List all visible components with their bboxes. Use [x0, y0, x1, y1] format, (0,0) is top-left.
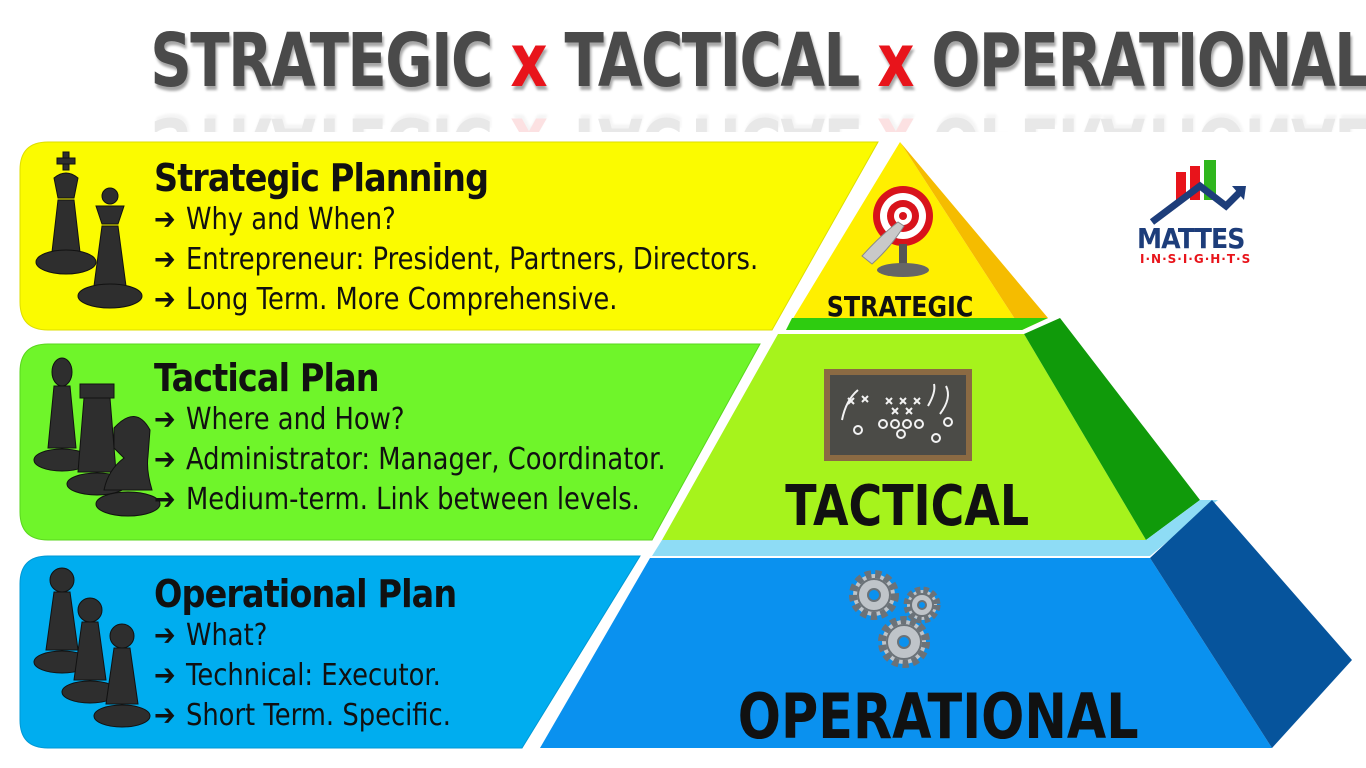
chess-pawns-icon — [33, 567, 151, 728]
arrow-right-icon: ➔ — [154, 658, 176, 693]
title-separator-1: x — [510, 18, 547, 104]
bullet: ➔ Why and When? — [154, 202, 396, 237]
arrow-right-icon: ➔ — [154, 242, 176, 277]
gears-icon — [849, 570, 941, 668]
band-title: Tactical Plan — [154, 356, 380, 400]
bullet: ➔ Administrator: Manager, Coordinator. — [154, 442, 666, 477]
band-tactical: Tactical Plan ➔ Where and How? ➔ Administr… — [154, 356, 749, 520]
bullet: ➔ Entrepreneur: President, Partners, Dire… — [154, 242, 759, 277]
arrow-right-icon: ➔ — [154, 282, 176, 317]
band-strategic: Strategic Planning ➔ Why and When? ➔ Entre… — [154, 156, 857, 320]
arrow-right-icon: ➔ — [154, 402, 176, 437]
arrow-right-icon: ➔ — [154, 698, 176, 733]
pyramid-middle-side — [1024, 318, 1200, 540]
logo-subtitle: I·N·S·I·G·H·T·S — [1140, 252, 1252, 266]
title-strategic: STRATEGIC — [150, 18, 493, 104]
bullet: ➔ What? — [154, 618, 268, 653]
chess-bishop-rook-knight-icon — [33, 357, 161, 517]
title-separator-2: x — [877, 18, 914, 104]
pyramid-bottom-ledge — [652, 500, 1218, 556]
pyramid-label-operational: OPERATIONAL — [737, 680, 1139, 753]
bullet: ➔ Long Term. More Comprehensive. — [154, 282, 618, 317]
target-icon — [861, 186, 933, 277]
pyramid-middle-ledge — [786, 318, 1048, 330]
title-operational: OPERATIONAL — [931, 18, 1366, 104]
bullet: ➔ Medium-term. Link between levels. — [154, 482, 640, 517]
arrow-right-icon: ➔ — [154, 618, 176, 653]
arrow-right-icon: ➔ — [154, 202, 176, 237]
pyramid-top-side — [900, 142, 1048, 330]
arrow-right-icon: ➔ — [154, 442, 176, 477]
chalkboard-icon — [824, 369, 972, 461]
pyramid-bottom-side — [1150, 500, 1352, 748]
bullet: ➔ Short Term. Specific. — [154, 698, 451, 733]
band-operational: Operational Plan ➔ What? ➔ Technical: Exec… — [154, 572, 499, 736]
band-operational-bg — [19, 555, 641, 749]
chess-king-queen-icon — [35, 151, 143, 309]
title-tactical: TACTICAL — [564, 18, 861, 104]
bullet: ➔ Technical: Executor. — [154, 658, 441, 693]
logo-name: MATTES — [1137, 222, 1245, 255]
pyramid-label-tactical: TACTICAL — [785, 474, 1030, 539]
band-strategic-bg — [19, 141, 879, 331]
pyramid-label-strategic: STRATEGIC — [826, 290, 974, 323]
arrow-right-icon: ➔ — [154, 482, 176, 517]
band-tactical-bg — [19, 343, 761, 541]
band-title: Strategic Planning — [154, 156, 489, 200]
bullet: ➔ Where and How? — [154, 402, 405, 437]
band-title: Operational Plan — [154, 572, 457, 616]
mattes-insights-logo-icon — [1149, 160, 1246, 225]
page-title: STRATEGIC x TACTICAL x OPERATIONAL — [150, 18, 1366, 104]
